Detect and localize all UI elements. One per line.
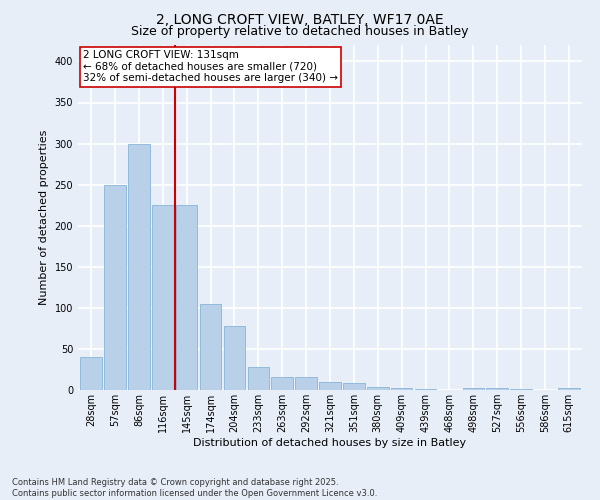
Bar [391,388,412,390]
Bar [367,386,389,390]
Bar [271,377,293,390]
X-axis label: Distribution of detached houses by size in Batley: Distribution of detached houses by size … [193,438,467,448]
Bar [152,205,173,390]
Y-axis label: Number of detached properties: Number of detached properties [39,130,49,305]
Bar [295,377,317,390]
Bar [80,357,102,390]
Bar [224,326,245,390]
Bar [319,382,341,390]
Bar [463,388,484,390]
Bar [511,389,532,390]
Bar [104,184,126,390]
Bar [343,382,365,390]
Text: Contains HM Land Registry data © Crown copyright and database right 2025.
Contai: Contains HM Land Registry data © Crown c… [12,478,377,498]
Bar [176,205,197,390]
Bar [248,367,269,390]
Bar [558,388,580,390]
Bar [487,388,508,390]
Text: 2 LONG CROFT VIEW: 131sqm
← 68% of detached houses are smaller (720)
32% of semi: 2 LONG CROFT VIEW: 131sqm ← 68% of detac… [83,50,338,84]
Bar [200,304,221,390]
Text: 2, LONG CROFT VIEW, BATLEY, WF17 0AE: 2, LONG CROFT VIEW, BATLEY, WF17 0AE [156,12,444,26]
Bar [415,389,436,390]
Text: Size of property relative to detached houses in Batley: Size of property relative to detached ho… [131,25,469,38]
Bar [128,144,149,390]
